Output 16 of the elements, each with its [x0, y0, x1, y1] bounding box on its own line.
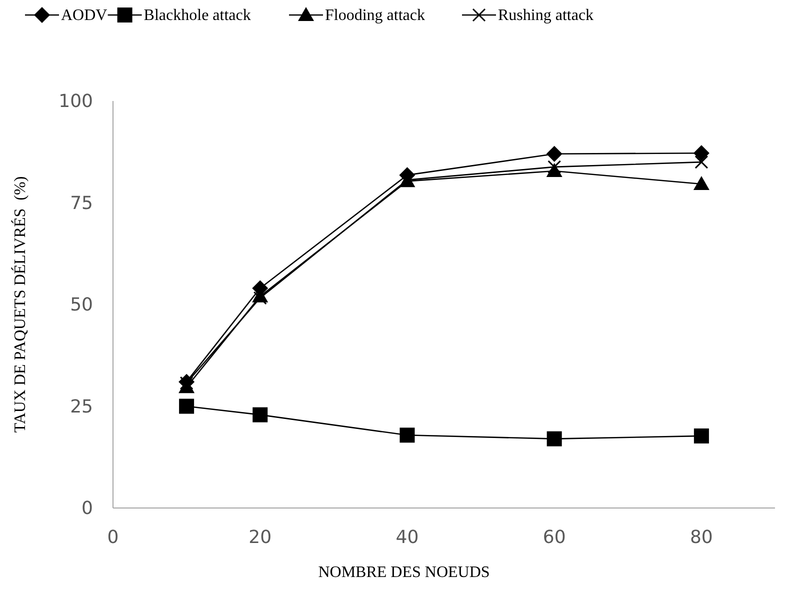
legend-label: Flooding attack — [325, 7, 425, 24]
x-tick-label: 20 — [248, 527, 272, 548]
legend-label: Rushing attack — [498, 7, 594, 24]
x-axis-title: NOMBRE DES NOEUDS — [318, 564, 490, 581]
x-tick-label: 40 — [396, 527, 419, 548]
x-tick-label: 80 — [690, 527, 713, 548]
x-tick-label: 0 — [107, 527, 119, 548]
legend-label: AODV — [61, 7, 108, 24]
y-tick-label: 25 — [70, 396, 93, 418]
y-tick-label: 75 — [70, 192, 93, 214]
y-tick-label: 50 — [70, 294, 93, 316]
legend-label: Blackhole attack — [144, 7, 251, 24]
x-tick-label: 60 — [542, 527, 566, 548]
y-axis-title: TAUX DE PAQUETS DÉLIVRÉS (%) — [11, 176, 29, 433]
y-tick-label: 0 — [82, 498, 93, 519]
y-tick-label: 100 — [58, 91, 93, 112]
